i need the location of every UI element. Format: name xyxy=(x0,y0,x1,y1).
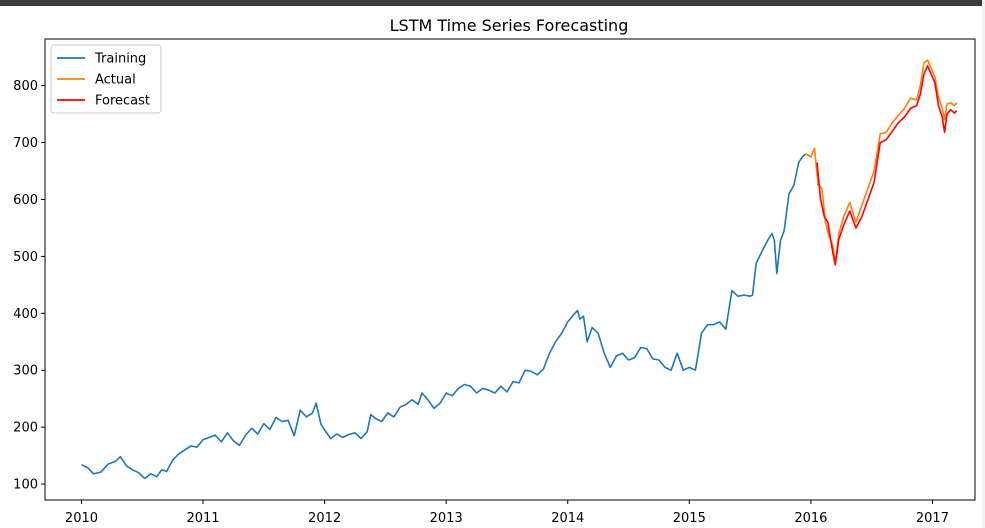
x-tick-label: 2014 xyxy=(551,511,584,526)
y-tick-label: 400 xyxy=(13,307,38,322)
y-tick-label: 100 xyxy=(13,478,38,493)
plot-series-group xyxy=(81,59,958,480)
chart-legend: Training Actual Forecast xyxy=(50,44,162,114)
y-tick-label: 300 xyxy=(13,364,38,379)
y-tick-label: 700 xyxy=(13,136,38,151)
x-tick-label: 2010 xyxy=(65,511,98,526)
window-right-edge xyxy=(982,0,985,528)
legend-label-forecast: Forecast xyxy=(95,94,150,109)
window-top-bar xyxy=(0,0,985,6)
x-tick-label: 2017 xyxy=(916,511,949,526)
x-tick-label: 2016 xyxy=(794,511,827,526)
plot-area-frame xyxy=(44,38,976,501)
x-axis: 2010 2011 2012 2013 2014 2015 2016 2017 xyxy=(65,500,949,526)
chart-title: LSTM Time Series Forecasting xyxy=(390,16,629,35)
y-tick-label: 200 xyxy=(13,421,38,436)
x-tick-label: 2012 xyxy=(308,511,341,526)
series-line-actual xyxy=(805,59,958,264)
series-line-forecast xyxy=(816,64,958,266)
legend-label-training: Training xyxy=(94,52,146,67)
y-axis: 100 200 300 400 500 600 700 800 xyxy=(13,79,45,493)
legend-frame xyxy=(50,44,162,114)
x-tick-label: 2013 xyxy=(430,511,463,526)
y-tick-label: 600 xyxy=(13,193,38,208)
y-tick-label: 500 xyxy=(13,250,38,265)
series-line-training xyxy=(81,153,807,480)
legend-label-actual: Actual xyxy=(95,73,136,88)
x-tick-label: 2015 xyxy=(673,511,706,526)
x-tick-label: 2011 xyxy=(186,511,219,526)
y-tick-label: 800 xyxy=(13,79,38,94)
